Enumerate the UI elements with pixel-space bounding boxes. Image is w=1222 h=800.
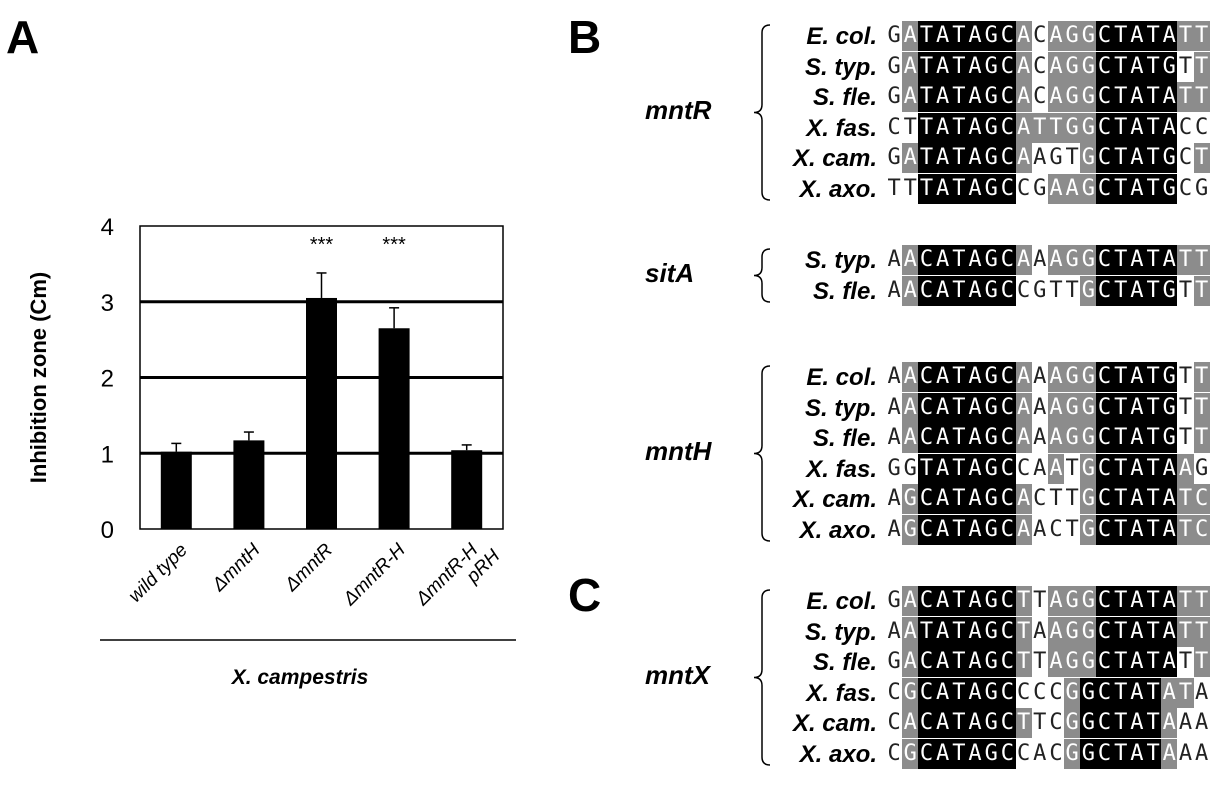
panel-label-a: A <box>6 11 40 63</box>
gene-label: mntX <box>645 659 710 690</box>
curly-brace <box>753 24 771 201</box>
x-tick-label: ΔmntR-H <box>339 539 410 610</box>
species-label: S. typ. <box>804 618 877 646</box>
panel-label-c: C <box>568 569 602 621</box>
gene-label: sitA <box>645 257 695 288</box>
bar <box>451 450 483 529</box>
species-label: E. col. <box>806 588 877 615</box>
species-label: S. fle. <box>812 277 877 305</box>
bar-chart: 0 1 2 3 4 Inhibition zone (Cm) wild type ΔmntH *… <box>26 214 516 689</box>
species-label: X. cam. <box>792 710 877 737</box>
y-axis-label: Inhibition zone (Cm) <box>26 272 51 483</box>
bar <box>306 297 337 529</box>
species-label: S. typ. <box>804 53 877 81</box>
y-tick-label: 4 <box>101 214 114 241</box>
gene-label: mntH <box>645 435 712 466</box>
species-label: S. fle. <box>812 84 877 111</box>
species-label: S. typ. <box>804 394 877 422</box>
x-tick-label: ΔmntH <box>208 539 265 596</box>
species-label: X. axo. <box>799 175 877 203</box>
species-label: X. axo. <box>799 516 877 544</box>
bar <box>378 328 410 529</box>
species-label: X. fas. <box>806 679 877 707</box>
bar <box>233 440 265 529</box>
species-label: S. typ. <box>804 247 877 274</box>
y-tick-label: 2 <box>101 366 114 393</box>
y-tick-label: 3 <box>101 290 114 317</box>
panel-label-b: B <box>568 11 602 63</box>
curly-brace <box>753 365 771 542</box>
bar <box>160 451 192 529</box>
significance-label: *** <box>310 234 334 256</box>
x-group-label: X. campestris <box>231 666 369 689</box>
x-tick-label: wild type <box>125 540 192 607</box>
species-label: E. col. <box>806 364 877 391</box>
curly-brace <box>753 589 771 766</box>
species-label: X. cam. <box>792 145 877 172</box>
species-label: S. fle. <box>812 649 877 676</box>
significance-label: *** <box>382 234 406 256</box>
species-label: X. fas. <box>806 114 877 142</box>
x-tick-label: ΔmntR <box>280 539 337 596</box>
y-tick-label: 1 <box>101 441 114 468</box>
species-label: S. fle. <box>812 425 877 452</box>
curly-brace <box>753 248 771 303</box>
y-tick-label: 0 <box>101 517 114 544</box>
species-label: X. fas. <box>806 455 877 483</box>
gene-label: mntR <box>645 94 712 125</box>
species-label: X. cam. <box>792 486 877 513</box>
species-label: X. axo. <box>799 740 877 768</box>
species-label: E. col. <box>806 23 877 50</box>
